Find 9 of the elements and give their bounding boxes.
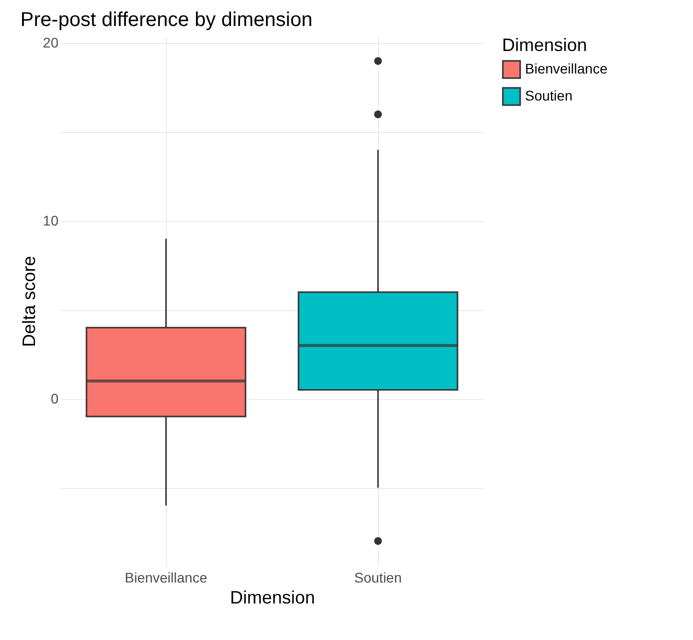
x-axis-title: Dimension	[230, 588, 316, 608]
legend-title: Dimension	[502, 35, 588, 55]
legend-label: Soutien	[525, 88, 572, 104]
legend-label: Bienveillance	[525, 60, 608, 76]
y-tick-label: 0	[50, 390, 59, 406]
chart-title: Pre-post difference by dimension	[20, 9, 312, 32]
y-tick-label: 10	[42, 212, 59, 228]
y-tick-label: 20	[42, 34, 59, 51]
y-axis-title: Delta score	[18, 256, 39, 348]
